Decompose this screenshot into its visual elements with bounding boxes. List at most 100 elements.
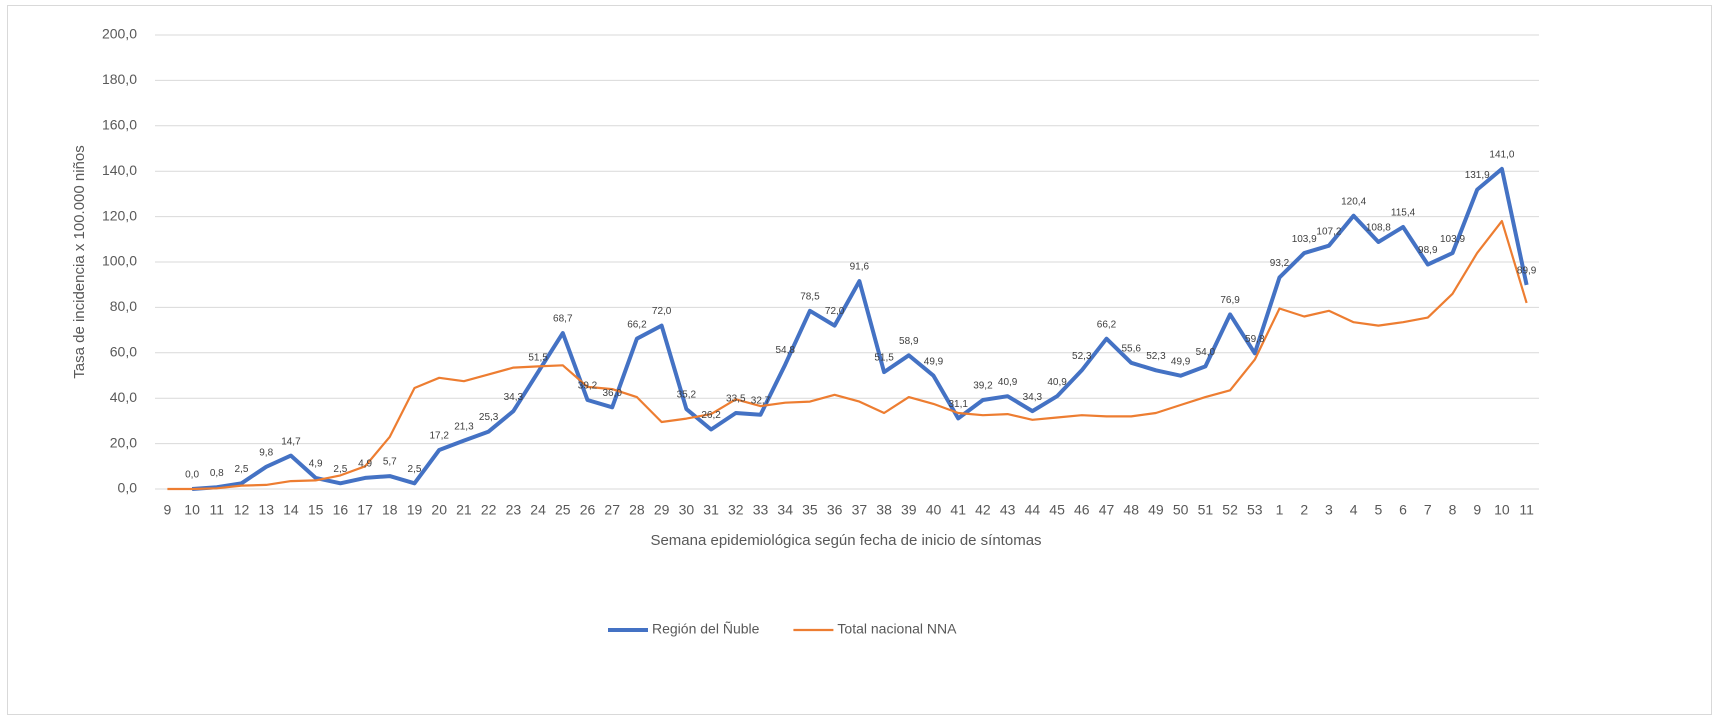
x-tick-label: 10 <box>184 502 200 518</box>
x-tick-label: 17 <box>357 502 373 518</box>
data-label: 25,3 <box>479 412 499 423</box>
data-label: 59,8 <box>1245 334 1265 345</box>
x-tick-label: 52 <box>1222 502 1238 518</box>
x-tick-label: 33 <box>753 502 769 518</box>
data-label: 54,0 <box>1196 347 1216 358</box>
x-tick-label: 30 <box>679 502 695 518</box>
data-label: 32,7 <box>751 395 771 406</box>
series-line <box>167 220 1528 491</box>
y-tick-label: 180,0 <box>102 71 137 87</box>
x-tick-label: 18 <box>382 502 398 518</box>
data-label: 55,6 <box>1121 343 1141 354</box>
data-label: 66,2 <box>627 319 647 330</box>
x-tick-label: 31 <box>703 502 719 518</box>
data-label: 103,9 <box>1440 234 1465 245</box>
x-tick-label: 36 <box>827 502 843 518</box>
data-label: 49,9 <box>924 356 944 367</box>
x-tick-label: 23 <box>506 502 522 518</box>
data-label: 31,1 <box>948 399 968 410</box>
data-label: 52,3 <box>1146 351 1166 362</box>
data-label: 51,5 <box>528 353 548 364</box>
y-tick-label: 40,0 <box>110 389 137 405</box>
data-label: 5,7 <box>383 457 397 468</box>
data-label: 14,7 <box>281 436 301 447</box>
x-tick-label: 4 <box>1350 502 1358 518</box>
series-line <box>191 166 1529 491</box>
x-tick-label: 12 <box>234 502 250 518</box>
x-tick-label: 15 <box>308 502 324 518</box>
data-label: 93,2 <box>1270 258 1290 269</box>
x-tick-label: 44 <box>1025 502 1041 518</box>
x-tick-label: 2 <box>1300 502 1308 518</box>
x-tick-label: 53 <box>1247 502 1263 518</box>
x-tick-label: 25 <box>555 502 571 518</box>
y-tick-label: 60,0 <box>110 344 137 360</box>
x-tick-label: 50 <box>1173 502 1189 518</box>
x-tick-label: 48 <box>1123 502 1139 518</box>
data-label: 0,0 <box>185 470 199 481</box>
data-label: 39,2 <box>973 381 993 392</box>
x-tick-label: 39 <box>901 502 917 518</box>
y-tick-label: 80,0 <box>110 298 137 314</box>
x-tick-label: 3 <box>1325 502 1333 518</box>
data-label: 98,9 <box>1418 245 1438 256</box>
data-label: 51,5 <box>874 353 894 364</box>
x-tick-label: 47 <box>1099 502 1115 518</box>
x-tick-label: 6 <box>1399 502 1407 518</box>
x-tick-label: 41 <box>950 502 966 518</box>
data-label: 78,5 <box>800 291 820 302</box>
x-tick-label: 45 <box>1049 502 1065 518</box>
x-tick-label: 21 <box>456 502 472 518</box>
x-tick-label: 35 <box>802 502 818 518</box>
x-tick-label: 37 <box>852 502 868 518</box>
x-tick-label: 38 <box>876 502 892 518</box>
chart-frame <box>7 5 1712 715</box>
x-tick-label: 19 <box>407 502 423 518</box>
y-tick-label: 100,0 <box>102 253 137 269</box>
data-label: 76,9 <box>1220 295 1240 306</box>
data-label: 115,4 <box>1391 208 1416 219</box>
legend-label: Región del Ñuble <box>652 621 760 637</box>
x-tick-label: 29 <box>654 502 670 518</box>
y-tick-label: 160,0 <box>102 117 137 133</box>
data-label: 36,0 <box>602 388 622 399</box>
data-label: 39,2 <box>578 381 598 392</box>
x-tick-label: 22 <box>481 502 497 518</box>
x-tick-label: 11 <box>210 502 225 518</box>
data-label: 17,2 <box>429 431 449 442</box>
data-label: 120,4 <box>1341 196 1366 207</box>
x-tick-label: 42 <box>975 502 991 518</box>
data-label: 4,9 <box>358 459 372 470</box>
data-label: 4,9 <box>309 459 323 470</box>
data-label: 103,9 <box>1292 234 1317 245</box>
x-tick-label: 7 <box>1424 502 1432 518</box>
x-axis-title: Semana epidemiológica según fecha de ini… <box>650 532 1041 549</box>
data-label: 68,7 <box>553 314 573 325</box>
data-label: 131,9 <box>1465 170 1490 181</box>
x-tick-label: 51 <box>1198 502 1214 518</box>
x-tick-label: 27 <box>604 502 620 518</box>
legend-label: Total nacional NNA <box>837 621 957 637</box>
y-tick-label: 140,0 <box>102 162 137 178</box>
data-label: 2,5 <box>333 464 347 475</box>
data-label: 2,5 <box>235 464 249 475</box>
x-tick-label: 14 <box>283 502 299 518</box>
x-tick-label: 9 <box>1473 502 1481 518</box>
x-tick-label: 40 <box>926 502 942 518</box>
data-label: 40,9 <box>998 377 1018 388</box>
y-axis-title: Tasa de incidencia x 100.000 niños <box>71 145 88 379</box>
y-tick-label: 120,0 <box>102 207 137 223</box>
data-label: 9,8 <box>259 447 273 458</box>
data-label: 54,8 <box>775 345 795 356</box>
data-label: 72,0 <box>652 306 672 317</box>
data-label: 35,2 <box>677 390 697 401</box>
x-tick-label: 1 <box>1276 502 1284 518</box>
data-label: 26,2 <box>701 410 721 421</box>
x-tick-label: 9 <box>163 502 171 518</box>
data-label: 72,0 <box>825 306 845 317</box>
data-label: 91,6 <box>850 262 870 273</box>
y-tick-label: 0,0 <box>118 480 138 496</box>
x-tick-label: 16 <box>333 502 349 518</box>
x-tick-label: 46 <box>1074 502 1090 518</box>
